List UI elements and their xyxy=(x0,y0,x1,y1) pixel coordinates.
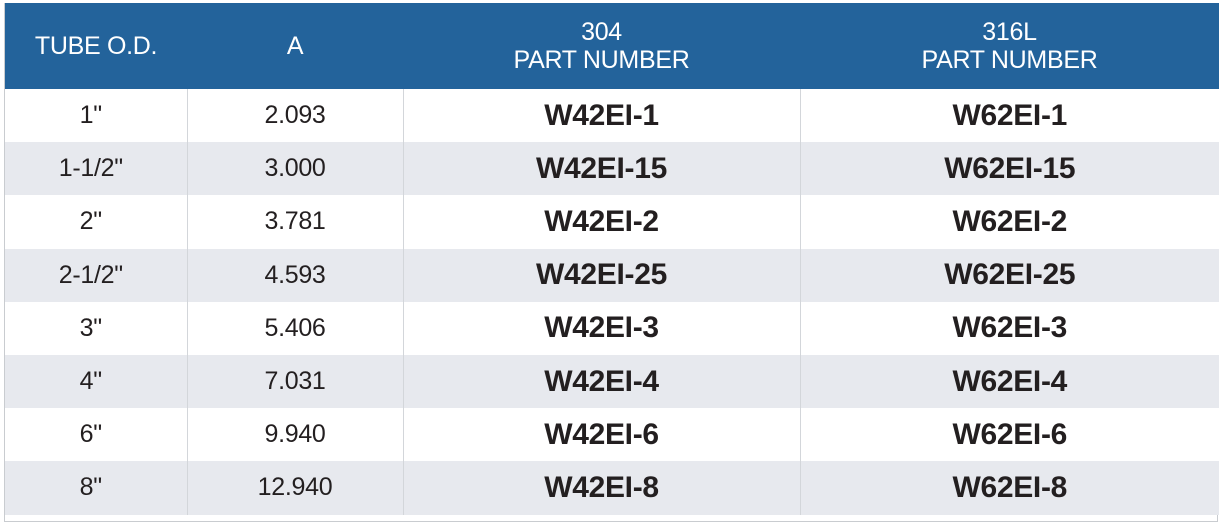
cell-tube-od: 2" xyxy=(5,195,187,249)
cell-tube-od: 2-1/2" xyxy=(5,248,187,302)
cell-304-part-number: W42EI-6 xyxy=(402,408,800,462)
cell-316l-part-number: W62EI-1 xyxy=(799,89,1219,143)
cell-304-part-number: W42EI-4 xyxy=(402,354,800,409)
cell-tube-od: 3" xyxy=(5,301,187,355)
cell-a: 12.940 xyxy=(186,461,403,515)
cell-304-part-number: W42EI-15 xyxy=(402,142,800,196)
cell-a: 3.781 xyxy=(186,195,403,249)
cell-304-part-number: W42EI-25 xyxy=(402,248,800,302)
cell-a: 5.406 xyxy=(186,301,403,355)
table-row: 2-1/2" 4.593 W42EI-25 W62EI-25 xyxy=(5,248,1219,302)
cell-304-part-number: W42EI-8 xyxy=(402,461,800,515)
table-row: 1-1/2" 3.000 W42EI-15 W62EI-15 xyxy=(5,142,1219,196)
cell-tube-od: 4" xyxy=(5,354,187,409)
header-row: TUBE O.D. A 304 PART NUMBER 316L PART NU… xyxy=(5,3,1219,89)
cell-a: 4.593 xyxy=(186,248,403,302)
header-a: A xyxy=(187,3,403,89)
header-316l-line1: 316L xyxy=(982,18,1037,46)
cell-316l-part-number: W62EI-15 xyxy=(799,142,1219,196)
header-tube-od: TUBE O.D. xyxy=(5,3,187,89)
parts-table: TUBE O.D. A 304 PART NUMBER 316L PART NU… xyxy=(5,3,1219,515)
cell-tube-od: 8" xyxy=(5,461,187,515)
header-a-label: A xyxy=(286,32,304,60)
table-body: 1" 2.093 W42EI-1 W62EI-1 1-1/2" 3.000 W4… xyxy=(5,89,1219,515)
cell-316l-part-number: W62EI-25 xyxy=(799,248,1219,302)
table-row: 3" 5.406 W42EI-3 W62EI-3 xyxy=(5,301,1219,355)
cell-316l-part-number: W62EI-6 xyxy=(799,408,1219,462)
cell-a: 2.093 xyxy=(186,89,403,143)
header-316l-part-number: 316L PART NUMBER xyxy=(800,3,1219,89)
cell-a: 7.031 xyxy=(186,354,403,409)
cell-tube-od: 1-1/2" xyxy=(5,142,187,196)
cell-tube-od: 6" xyxy=(5,408,187,462)
table-row: 4" 7.031 W42EI-4 W62EI-4 xyxy=(5,354,1219,409)
cell-316l-part-number: W62EI-8 xyxy=(799,461,1219,515)
table-header: TUBE O.D. A 304 PART NUMBER 316L PART NU… xyxy=(5,3,1219,89)
parts-table-container: TUBE O.D. A 304 PART NUMBER 316L PART NU… xyxy=(4,3,1219,522)
header-316l-line2: PART NUMBER xyxy=(921,46,1098,74)
cell-304-part-number: W42EI-1 xyxy=(402,89,800,143)
table-row: 1" 2.093 W42EI-1 W62EI-1 xyxy=(5,89,1219,143)
cell-a: 9.940 xyxy=(186,408,403,462)
header-304-line2: PART NUMBER xyxy=(513,46,690,74)
cell-304-part-number: W42EI-3 xyxy=(402,301,800,355)
cell-316l-part-number: W62EI-4 xyxy=(799,354,1219,409)
table-row: 8" 12.940 W42EI-8 W62EI-8 xyxy=(5,461,1219,515)
cell-316l-part-number: W62EI-3 xyxy=(799,301,1219,355)
table-row: 2" 3.781 W42EI-2 W62EI-2 xyxy=(5,195,1219,249)
header-304-part-number: 304 PART NUMBER xyxy=(403,3,800,89)
header-304-line1: 304 xyxy=(581,18,622,46)
table-row: 6" 9.940 W42EI-6 W62EI-6 xyxy=(5,408,1219,462)
cell-tube-od: 1" xyxy=(5,89,187,143)
header-tube-od-label: TUBE O.D. xyxy=(34,32,158,60)
cell-316l-part-number: W62EI-2 xyxy=(799,195,1219,249)
cell-304-part-number: W42EI-2 xyxy=(402,195,800,249)
cell-a: 3.000 xyxy=(186,142,403,196)
